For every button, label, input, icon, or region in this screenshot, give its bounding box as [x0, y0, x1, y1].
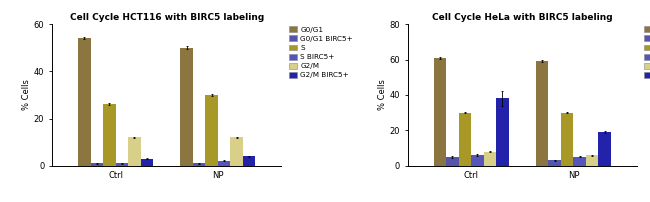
Bar — [193, 163, 205, 166]
Bar — [459, 113, 471, 166]
Title: Cell Cycle HCT116 with BIRC5 labeling: Cell Cycle HCT116 with BIRC5 labeling — [70, 13, 264, 22]
Bar — [243, 156, 255, 166]
Bar — [205, 95, 218, 166]
Bar — [561, 113, 573, 166]
Bar — [78, 38, 90, 166]
Bar — [230, 137, 243, 166]
Bar — [180, 48, 193, 166]
Bar — [218, 161, 230, 166]
Legend: G0/G1, G0/G1 BIRC5+, S, S BIRC5+, G2/M, G2/M BIRC5+: G0/G1, G0/G1 BIRC5+, S, S BIRC5+, G2/M, … — [643, 25, 650, 79]
Legend: G0/G1, G0/G1 BIRC5+, S, S BIRC5+, G2/M, G2/M BIRC5+: G0/G1, G0/G1 BIRC5+, S, S BIRC5+, G2/M, … — [287, 25, 354, 79]
Bar — [446, 157, 459, 166]
Title: Cell Cycle HeLa with BIRC5 labeling: Cell Cycle HeLa with BIRC5 labeling — [432, 13, 612, 22]
Bar — [484, 152, 496, 166]
Bar — [536, 61, 549, 166]
Bar — [90, 163, 103, 166]
Bar — [496, 98, 509, 166]
Bar — [128, 137, 140, 166]
Bar — [116, 163, 128, 166]
Y-axis label: % Cells: % Cells — [378, 80, 387, 110]
Bar — [599, 132, 611, 166]
Bar — [471, 155, 484, 166]
Bar — [586, 155, 599, 166]
Bar — [103, 104, 116, 166]
Bar — [573, 157, 586, 166]
Bar — [140, 159, 153, 166]
Y-axis label: % Cells: % Cells — [22, 80, 31, 110]
Bar — [434, 58, 446, 166]
Bar — [549, 160, 561, 166]
